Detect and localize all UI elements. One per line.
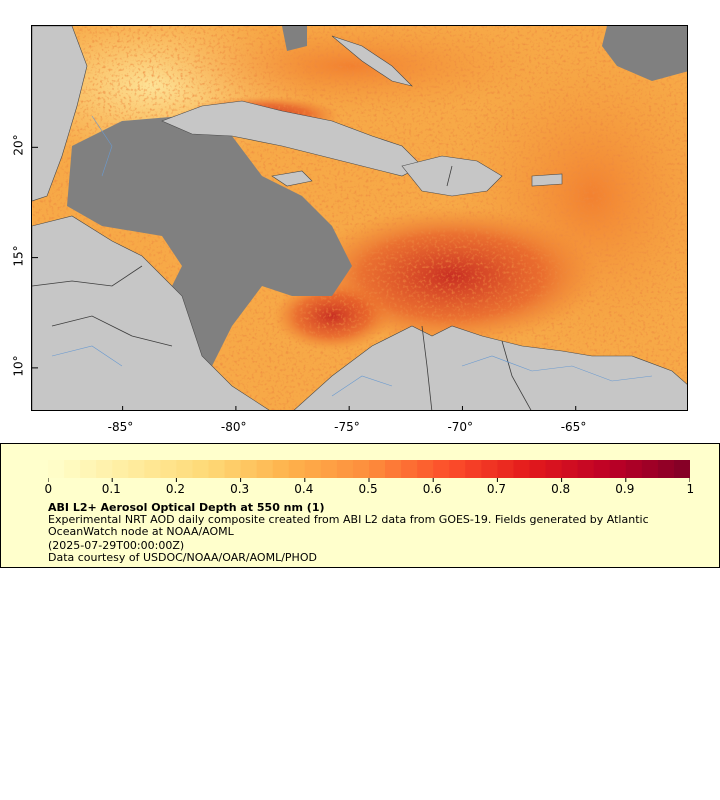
colorbar-swatch (176, 460, 193, 478)
colorbar-swatch (160, 460, 177, 478)
colorbar-swatch (657, 460, 675, 478)
colorbar (48, 460, 690, 482)
colorbar-swatch (256, 460, 274, 478)
colorbar-swatch (144, 460, 161, 478)
latitude-label: 20° (11, 134, 26, 156)
aod-map (32, 26, 687, 410)
legend-description: Experimental NRT AOD daily composite cre… (48, 513, 649, 538)
colorbar-tick-label: 0.3 (230, 482, 250, 496)
legend-credit: Data courtesy of USDOC/NOAA/OAR/AOML/PHO… (48, 551, 317, 564)
colorbar-swatch (529, 460, 547, 478)
land-bahamas (331, 35, 413, 87)
legend-title: ABI L2+ Aerosol Optical Depth at 550 nm … (48, 501, 325, 514)
land-puerto-rico (531, 173, 563, 187)
longitude-label: -75° (334, 420, 360, 434)
colorbar-tick-label: 0 (44, 482, 53, 496)
colorbar-swatch (481, 460, 498, 478)
colorbar-swatch (609, 460, 627, 478)
colorbar-swatch (208, 460, 226, 478)
colorbar-swatch (112, 460, 129, 478)
colorbar-tick-label: 0.9 (615, 482, 635, 496)
colorbar-swatch (128, 460, 145, 478)
colorbar-tick-label: 0.6 (422, 482, 442, 496)
colorbar-swatch (48, 460, 65, 478)
colorbar-swatch (192, 460, 209, 478)
colorbar-tick-label: 0.2 (165, 482, 185, 496)
colorbar-swatch (433, 460, 450, 478)
colorbar-swatch (449, 460, 466, 478)
colorbar-swatch (401, 460, 418, 478)
longitude-label: -85° (107, 420, 134, 434)
colorbar-swatch (224, 460, 242, 478)
colorbar-swatch (513, 460, 530, 478)
colorbar-swatch (80, 460, 97, 478)
colorbar-swatch (641, 460, 659, 478)
colorbar-swatch (417, 460, 434, 478)
colorbar-tick-label: 0.7 (486, 482, 506, 496)
colorbar-swatch (320, 460, 338, 478)
colorbar-swatch (673, 460, 690, 478)
colorbar-swatch (369, 460, 386, 478)
colorbar-swatch (336, 460, 354, 478)
longitude-label: -70° (447, 420, 474, 434)
colorbar-tick-label: 0.4 (294, 482, 314, 496)
colorbar-swatch (64, 460, 81, 478)
colorbar-swatch (465, 460, 482, 478)
colorbar-swatch (625, 460, 643, 478)
map-panel (31, 25, 688, 411)
colorbar-swatch (561, 460, 579, 478)
colorbar-swatch (272, 460, 290, 478)
colorbar-swatch (593, 460, 611, 478)
rivers (51, 115, 653, 397)
colorbar-swatch (385, 460, 402, 478)
colorbar-tick-label: 0.8 (551, 482, 571, 496)
colorbar-swatch (352, 460, 370, 478)
no-data-region-north-strip (282, 26, 307, 51)
legend-panel: 0 0.1 0.2 0.3 0.4 0.5 0.6 0.7 0.8 0.9 1 ABI L2+ Ae… (0, 443, 720, 568)
no-data-region-northeast (602, 26, 687, 81)
colorbar-swatch (545, 460, 563, 478)
colorbar-swatch (577, 460, 595, 478)
colorbar-tick-label: 1 (686, 482, 695, 496)
longitude-label: -80° (220, 420, 247, 434)
legend-date: (2025-07-29T00:00:00Z) (48, 539, 185, 552)
land-hispaniola (401, 155, 503, 197)
latitude-label: 10° (11, 355, 26, 377)
latitude-label: 15° (11, 244, 26, 267)
land-yucatan (32, 26, 88, 202)
country-borders (32, 165, 532, 410)
land (32, 26, 687, 410)
colorbar-tick-label: 0.5 (358, 482, 378, 496)
land-south-america (293, 325, 687, 410)
longitude-label: -65° (560, 420, 587, 434)
colorbar-swatch (240, 460, 258, 478)
colorbar-swatch (288, 460, 306, 478)
no-data-region-west (67, 116, 352, 406)
colorbar-swatch (497, 460, 514, 478)
colorbar-swatch (304, 460, 322, 478)
land-central-america (32, 215, 270, 410)
colorbar-tick-label: 0.1 (101, 482, 121, 496)
land-jamaica (271, 170, 313, 187)
axis-ticks (32, 146, 577, 410)
colorbar-swatch (96, 460, 113, 478)
